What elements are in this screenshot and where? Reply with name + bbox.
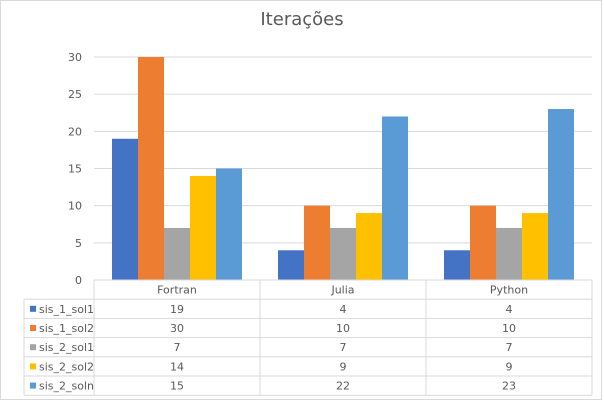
data-label: 10 (502, 322, 516, 335)
chart-title: Iterações (260, 9, 344, 30)
bar (164, 227, 190, 280)
data-label: 4 (506, 303, 513, 316)
y-tick-label: 10 (68, 200, 82, 213)
bar (112, 138, 138, 280)
bar (138, 57, 164, 280)
y-tick-label: 15 (68, 163, 82, 176)
data-label: 9 (340, 360, 347, 373)
data-label: 19 (170, 303, 184, 316)
y-tick-label: 0 (75, 274, 82, 287)
data-label: 23 (502, 380, 516, 393)
bar (382, 116, 408, 280)
y-axis-ticks: 0 5 10 15 20 25 30 (68, 51, 82, 287)
series-name: sis_2_soln (39, 380, 94, 393)
bar (496, 227, 522, 280)
series-name: sis_1_sol1 (39, 303, 94, 316)
data-label: 15 (170, 380, 184, 393)
bar (216, 168, 242, 280)
bar (522, 213, 548, 280)
legend-swatch (30, 344, 36, 351)
legend-swatch (30, 325, 36, 331)
bar (548, 109, 574, 281)
data-label: 9 (506, 360, 513, 373)
series-name: sis_2_sol2 (39, 360, 94, 373)
legend-swatch (30, 305, 36, 312)
bar (278, 250, 304, 280)
y-tick-label: 5 (75, 237, 82, 250)
data-label: 4 (340, 303, 347, 316)
data-label: 7 (340, 341, 347, 354)
y-tick-label: 25 (68, 88, 82, 101)
y-tick-label: 30 (68, 51, 82, 64)
data-label: 22 (336, 380, 350, 393)
bar (356, 213, 382, 280)
series-name: sis_1_sol2 (39, 322, 94, 335)
bars (112, 57, 574, 281)
data-table: Fortran Julia Python sis_1_sol1 19 4 4 sis_1_so… (23, 279, 593, 396)
data-label: 10 (336, 322, 350, 335)
bar (470, 205, 496, 280)
data-label: 14 (170, 360, 184, 373)
category-label: Python (490, 284, 528, 297)
bar (444, 250, 470, 280)
y-tick-label: 20 (68, 125, 82, 138)
category-label: Julia (330, 284, 354, 297)
category-label: Fortran (157, 284, 197, 297)
data-label: 7 (506, 341, 513, 354)
legend-swatch (30, 382, 36, 389)
legend-swatch (30, 363, 36, 370)
bar (190, 175, 216, 280)
series-name: sis_2_sol1 (39, 341, 94, 354)
data-label: 30 (170, 322, 184, 335)
bar (330, 227, 356, 280)
bar (304, 205, 330, 280)
data-label: 7 (174, 341, 181, 354)
